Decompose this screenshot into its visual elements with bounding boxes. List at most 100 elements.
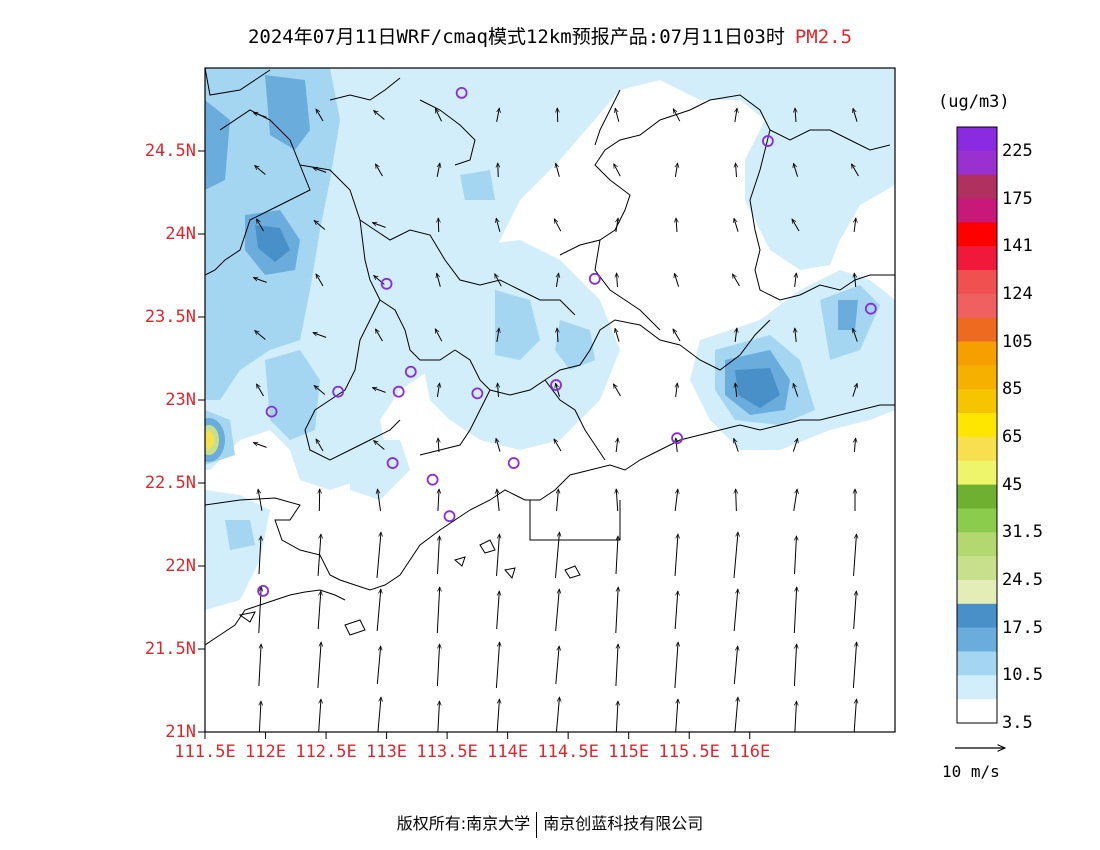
wind-arrow: [375, 164, 383, 177]
wind-arrow: [437, 383, 439, 397]
colorbar-swatch: [957, 127, 997, 152]
wind-arrow: [613, 164, 621, 177]
station-markers: [257, 87, 877, 597]
wind-arrow: [853, 534, 857, 576]
wind-arrow: [793, 383, 799, 397]
wind-arrow: [615, 644, 618, 686]
y-tick-label: 24.5N: [144, 141, 196, 161]
x-tick-label: 113.5E: [416, 742, 478, 762]
wind-arrow: [793, 489, 797, 511]
boundaries: [205, 68, 895, 646]
wind-arrow: [553, 439, 562, 452]
colorbar-swatch: [957, 603, 997, 629]
wind-arrow: [375, 329, 383, 342]
wind-arrow: [555, 589, 560, 631]
wind-arrow: [616, 218, 618, 232]
colorbar-label: 45: [1002, 474, 1023, 495]
x-tick-label: 112E: [245, 742, 286, 762]
wind-arrow: [437, 273, 441, 287]
wind-arrow: [854, 438, 855, 453]
wind-arrow: [555, 697, 559, 732]
colorbar-units: (ug/m3): [938, 92, 1010, 112]
wind-arrow: [734, 438, 739, 452]
colorbar-swatch: [957, 627, 997, 652]
colorbar-label: 17.5: [1002, 617, 1043, 638]
colorbar-swatch: [957, 508, 997, 533]
wind-arrow: [735, 328, 737, 343]
wind-arrow: [438, 438, 439, 453]
station-marker: [386, 457, 399, 469]
wind-arrow: [615, 587, 618, 633]
wind-arrow: [313, 333, 327, 338]
colorbar-label: 10.5: [1002, 665, 1043, 686]
wind-arrow: [258, 489, 263, 511]
wind-arrow: [674, 534, 678, 576]
footer-right: 南京创蓝科技有限公司: [543, 814, 704, 833]
wind-arrow: [496, 591, 500, 629]
wind-arrow: [735, 108, 737, 122]
wind-arrow: [791, 219, 800, 232]
y-tick-label: 23N: [165, 390, 196, 410]
wind-arrow: [258, 644, 261, 686]
wind-arrow: [616, 489, 618, 512]
station-marker: [671, 432, 684, 445]
y-tick-label: 23.5N: [144, 307, 196, 327]
y-tick-label: 24N: [165, 224, 196, 244]
x-tick-label: 116E: [729, 742, 771, 762]
wind-arrow: [616, 536, 618, 575]
wind-arrow: [852, 383, 857, 397]
wind-arrow: [793, 587, 796, 633]
colorbar-swatch: [957, 460, 997, 486]
wind-arrow: [615, 328, 620, 342]
wind-arrow: [795, 108, 796, 123]
wind-arrow: [495, 642, 499, 688]
wind-arrow: [851, 164, 859, 177]
wind-arrow: [674, 489, 678, 511]
wind-arrow: [317, 591, 321, 629]
station-marker: [426, 473, 439, 486]
wind-arrow: [498, 383, 499, 398]
footer-left: 版权所有:南京大学: [396, 814, 531, 833]
wind-arrow: [795, 328, 796, 343]
wind-arrow: [496, 108, 500, 122]
wind-arrow: [256, 384, 264, 397]
map-title: 2024年07月11日WRF/cmaq模式12km预报产品:07月11日03时 P…: [0, 22, 1100, 49]
y-tick-label: 21.5N: [144, 639, 196, 659]
colorbar-swatch: [957, 174, 997, 200]
wind-arrow: [318, 699, 321, 732]
wind-arrow: [616, 438, 618, 453]
colorbar-frame: [956, 126, 998, 724]
wind-arrow: [259, 536, 261, 575]
wind-arrow: [733, 532, 738, 578]
wind-arrow: [317, 534, 321, 576]
wind-arrow: [734, 697, 738, 732]
footer-credits: 版权所有:南京大学 南京创蓝科技有限公司: [0, 810, 1100, 838]
wind-arrow: [313, 168, 327, 173]
wind-arrow: [733, 646, 737, 684]
wind-arrow: [853, 591, 857, 629]
wind-arrow: [436, 163, 440, 177]
colorbar-swatch: [957, 246, 997, 271]
wind-arrow: [438, 536, 440, 575]
colorbar-swatch: [957, 436, 997, 462]
x-tick-label: 115.5E: [658, 742, 720, 762]
x-tick-label: 113E: [366, 742, 408, 762]
wind-arrow: [315, 274, 324, 287]
wind-arrow: [795, 536, 797, 575]
colorbar-swatch: [957, 317, 997, 343]
wind-arrow: [497, 328, 499, 342]
station-marker: [392, 385, 405, 398]
x-tick-label: 114.5E: [537, 742, 599, 762]
wind-arrow: [676, 383, 678, 398]
wind-arrow: [793, 163, 799, 177]
wind-vectors: [253, 108, 859, 732]
colorbar-swatch: [957, 532, 997, 557]
wind-arrow: [255, 331, 266, 340]
wind-arrow: [438, 489, 439, 512]
wind-arrow: [793, 644, 796, 686]
station-marker: [864, 302, 877, 315]
x-tick-label: 114E: [487, 742, 529, 762]
wind-arrow: [852, 642, 856, 688]
